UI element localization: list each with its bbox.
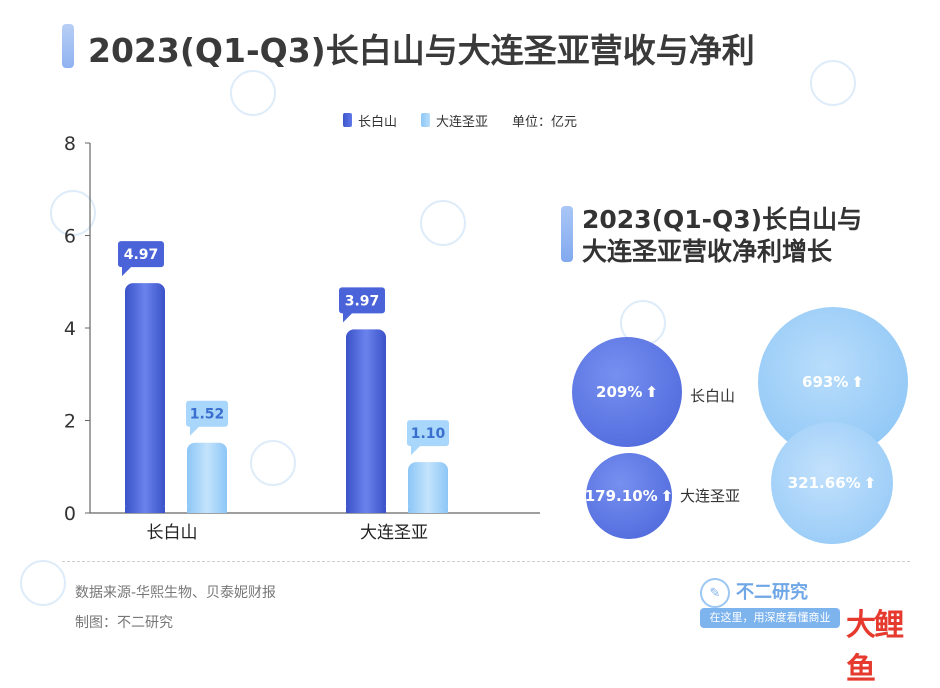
data-label-pointer [122, 266, 132, 277]
legend-label-dalian-shengya: 大连圣亚 [436, 114, 489, 130]
y-tick-label: 0 [64, 503, 76, 525]
bubble-netprofit-dalian-shengya: 321.66% ⬆ [771, 422, 893, 544]
watermark-icon [810, 60, 856, 106]
bar-chart: 0 2 4 6 8 4.97 3.97 1.52 1.10 长白山 大连圣亚 [64, 133, 540, 543]
bar-base [125, 507, 165, 513]
bubble-revenue-dalian-shengya: 179.10% ⬆ [584, 453, 674, 539]
bubble-value: 209% [596, 383, 643, 401]
logo-mark-icon: ✎ [700, 578, 730, 608]
bar-base [346, 507, 386, 513]
page-title: 2023(Q1-Q3)长白山与大连圣亚营收与净利 [88, 31, 755, 70]
up-arrow-icon: ⬆ [645, 383, 658, 401]
footer-divider [62, 561, 910, 562]
title-accent-bar [62, 24, 74, 68]
bubble-row-label: 长白山 [690, 387, 736, 405]
bubble-revenue-changbaishan: 209% ⬆ [572, 337, 682, 447]
data-label-badge [186, 400, 228, 427]
watermark-icon [230, 70, 276, 116]
bar-base [187, 507, 227, 513]
bar [187, 442, 227, 513]
chart-maker: 制图：不二研究 [75, 615, 173, 631]
bar-base [408, 507, 448, 513]
up-arrow-icon: ⬆ [851, 373, 864, 391]
bubble-value: 179.10% [584, 487, 658, 505]
bubble-row-label: 大连圣亚 [680, 487, 741, 505]
bar [346, 329, 386, 513]
data-label: 4.97 [124, 247, 159, 263]
brand-watermark: 大鲤鱼 [846, 608, 904, 687]
y-tick-label: 8 [64, 133, 76, 155]
watermark-icon [20, 560, 66, 606]
bar [408, 462, 448, 513]
watermark-icon [50, 190, 96, 236]
y-tick-label: 4 [64, 318, 76, 340]
subtitle-accent-bar [561, 206, 573, 262]
data-label-pointer [343, 312, 353, 323]
bubble-chart-title: 2023(Q1-Q3)长白山与大连圣亚营收净利增长 [582, 204, 872, 268]
data-label-badge [339, 287, 385, 314]
watermark-icon [250, 440, 296, 486]
bar [125, 283, 165, 513]
legend-swatch-dalian-shengya [421, 113, 431, 127]
x-category-label: 长白山 [147, 523, 198, 543]
data-label-pointer [411, 445, 421, 456]
legend-label-changbaishan: 长白山 [358, 114, 398, 130]
data-label-badge [407, 420, 449, 447]
up-arrow-icon: ⬆ [660, 487, 674, 505]
y-tick-label: 2 [64, 411, 76, 433]
data-label: 3.97 [345, 293, 380, 309]
bubble-value: 693% [802, 373, 849, 391]
bubble-chart-title-text: 2023(Q1-Q3)长白山与大连圣亚营收净利增长 [582, 205, 863, 266]
logo-slogan: 在这里，用深度看懂商业 [700, 608, 840, 628]
logo: ✎ 不二研究 在这里，用深度看懂商业 大鲤鱼 [700, 576, 910, 687]
logo-name: 不二研究 [736, 582, 808, 603]
data-label: 1.10 [411, 426, 446, 442]
up-arrow-icon: ⬆ [863, 474, 877, 492]
watermark-icon [420, 200, 466, 246]
data-label: 1.52 [190, 407, 225, 423]
legend: 长白山 大连圣亚 单位：亿元 [343, 110, 577, 130]
bubble-value: 321.66% [787, 474, 861, 492]
data-source: 数据来源-华熙生物、贝泰妮财报 [75, 585, 277, 601]
x-category-label: 大连圣亚 [360, 523, 428, 543]
legend-swatch-changbaishan [343, 113, 352, 127]
data-label-badge [118, 241, 164, 268]
y-tick-label: 6 [64, 226, 76, 248]
legend-unit: 单位：亿元 [512, 114, 578, 130]
data-label-pointer [190, 425, 200, 436]
